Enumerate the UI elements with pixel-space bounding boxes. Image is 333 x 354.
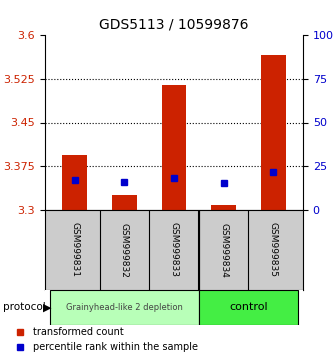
Bar [199, 290, 298, 325]
Text: ▶: ▶ [43, 303, 52, 313]
Text: GSM999833: GSM999833 [169, 223, 178, 278]
Bar [211, 205, 236, 210]
Bar [261, 56, 286, 210]
Text: GSM999835: GSM999835 [269, 223, 278, 278]
Bar [62, 155, 87, 210]
Text: Grainyhead-like 2 depletion: Grainyhead-like 2 depletion [66, 303, 183, 312]
Text: GSM999831: GSM999831 [70, 223, 79, 278]
Text: percentile rank within the sample: percentile rank within the sample [33, 342, 198, 352]
Text: GSM999834: GSM999834 [219, 223, 228, 278]
Text: control: control [229, 303, 268, 313]
Text: GSM999832: GSM999832 [120, 223, 129, 278]
Bar [112, 195, 137, 210]
Text: transformed count: transformed count [33, 327, 124, 337]
Bar [50, 290, 199, 325]
Text: protocol: protocol [3, 303, 46, 313]
Title: GDS5113 / 10599876: GDS5113 / 10599876 [99, 17, 249, 31]
Bar [162, 85, 186, 210]
